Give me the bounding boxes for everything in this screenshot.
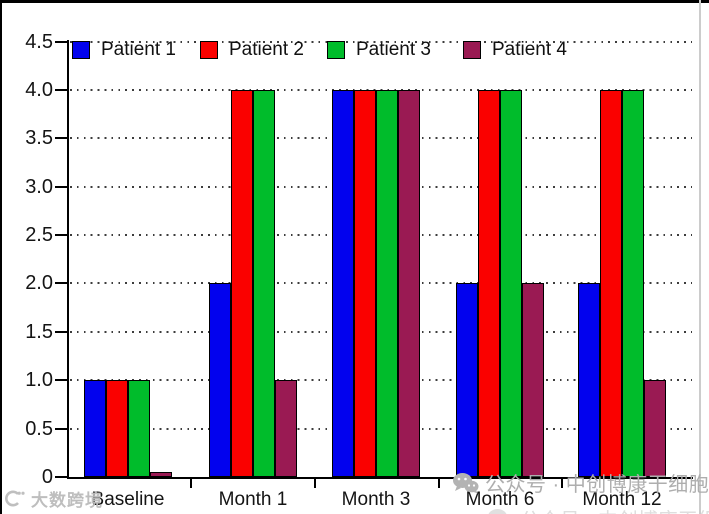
bar-patient-1-month-12	[578, 283, 600, 477]
frame-left-border	[0, 0, 2, 514]
bar-patient-4-month-12	[644, 380, 666, 477]
bar-patient-4-month-3	[398, 89, 420, 477]
x-category-label: Month 6	[465, 489, 535, 510]
y-tick-label: 1.5	[25, 320, 53, 343]
y-axis-tick	[55, 40, 68, 43]
y-tick-label: 3.0	[25, 175, 53, 198]
x-axis-tick	[313, 479, 316, 488]
bar-patient-1-month-6	[456, 283, 478, 477]
bar-patient-1-month-1	[209, 283, 231, 477]
y-axis-line	[67, 40, 69, 479]
y-axis-tick	[55, 379, 68, 382]
x-category-label: Month 3	[341, 489, 411, 510]
y-axis-tick	[55, 185, 68, 188]
legend-item-patient-1: Patient 1	[72, 38, 176, 62]
legend-label: Patient 3	[356, 39, 431, 60]
y-axis-tick	[55, 137, 68, 140]
legend-label: Patient 1	[101, 39, 176, 60]
x-axis-tick	[560, 479, 563, 488]
gridline	[70, 40, 692, 43]
y-tick-label: 4.0	[25, 78, 53, 101]
bar-patient-3-month-12	[622, 89, 644, 477]
y-tick-label: 0	[41, 466, 53, 488]
x-category-label: Month 1	[218, 489, 288, 510]
legend-swatch	[72, 41, 90, 59]
bar-patient-1-month-3	[332, 89, 354, 477]
bar-patient-4-baseline	[150, 472, 172, 477]
y-tick-label: 4.5	[25, 30, 53, 53]
frame-top-border	[0, 0, 709, 3]
legend-swatch	[463, 41, 481, 59]
legend-label: Patient 4	[492, 39, 567, 60]
bar-patient-2-month-1	[231, 89, 253, 477]
legend-item-patient-3: Patient 3	[327, 38, 431, 62]
bar-patient-3-month-1	[253, 89, 275, 477]
y-axis-tick	[55, 234, 68, 237]
legend-label: Patient 2	[229, 39, 304, 60]
bar-patient-4-month-6	[522, 283, 544, 477]
bar-patient-3-month-3	[376, 89, 398, 477]
watermark-bottom-right: 公众号 · 中创博康干细胞	[452, 468, 709, 497]
y-tick-label: 2.5	[25, 224, 53, 247]
y-tick-label: 0.5	[25, 417, 53, 440]
legend-item-patient-2: Patient 2	[200, 38, 304, 62]
x-category-label: Month 12	[582, 489, 662, 510]
bar-patient-2-baseline	[106, 380, 128, 477]
watermark-text: 公众号 · 中创博康干细胞	[485, 474, 709, 496]
bar-patient-2-month-3	[354, 89, 376, 477]
x-axis-line	[67, 477, 693, 479]
watermark-bottom-left: 大数跨境	[3, 486, 103, 511]
wechat-icon	[452, 472, 479, 494]
y-axis-tick	[55, 282, 68, 285]
watermark-bottom-clipped: 公众号 · 中创博康干细胞	[487, 504, 709, 514]
legend-swatch	[327, 41, 345, 59]
bar-patient-2-month-6	[478, 89, 500, 477]
bar-patient-3-baseline	[128, 380, 150, 477]
watermark-text: 大数跨境	[31, 491, 103, 510]
bar-patient-3-month-6	[500, 89, 522, 477]
y-axis-tick	[55, 476, 68, 478]
y-axis-tick	[55, 88, 68, 91]
legend-item-patient-4: Patient 4	[463, 38, 567, 62]
y-tick-label: 2.0	[25, 272, 53, 295]
bar-patient-2-month-12	[600, 89, 622, 477]
y-tick-label: 1.0	[25, 369, 53, 392]
bar-patient-1-baseline	[84, 380, 106, 477]
wechat-icon	[487, 508, 514, 514]
y-axis-tick	[55, 427, 68, 430]
watermark-text: 公众号 · 中创博康干细胞	[520, 504, 709, 514]
x-category-label: Baseline	[91, 489, 165, 510]
frame-right-border	[699, 0, 701, 514]
x-axis-tick	[437, 479, 440, 488]
dashukuajing-logo-icon	[3, 490, 25, 507]
x-axis-tick	[189, 479, 192, 488]
y-axis-tick	[55, 330, 68, 333]
legend-swatch	[200, 41, 218, 59]
y-tick-label: 3.5	[25, 127, 53, 150]
bar-patient-4-month-1	[275, 380, 297, 477]
